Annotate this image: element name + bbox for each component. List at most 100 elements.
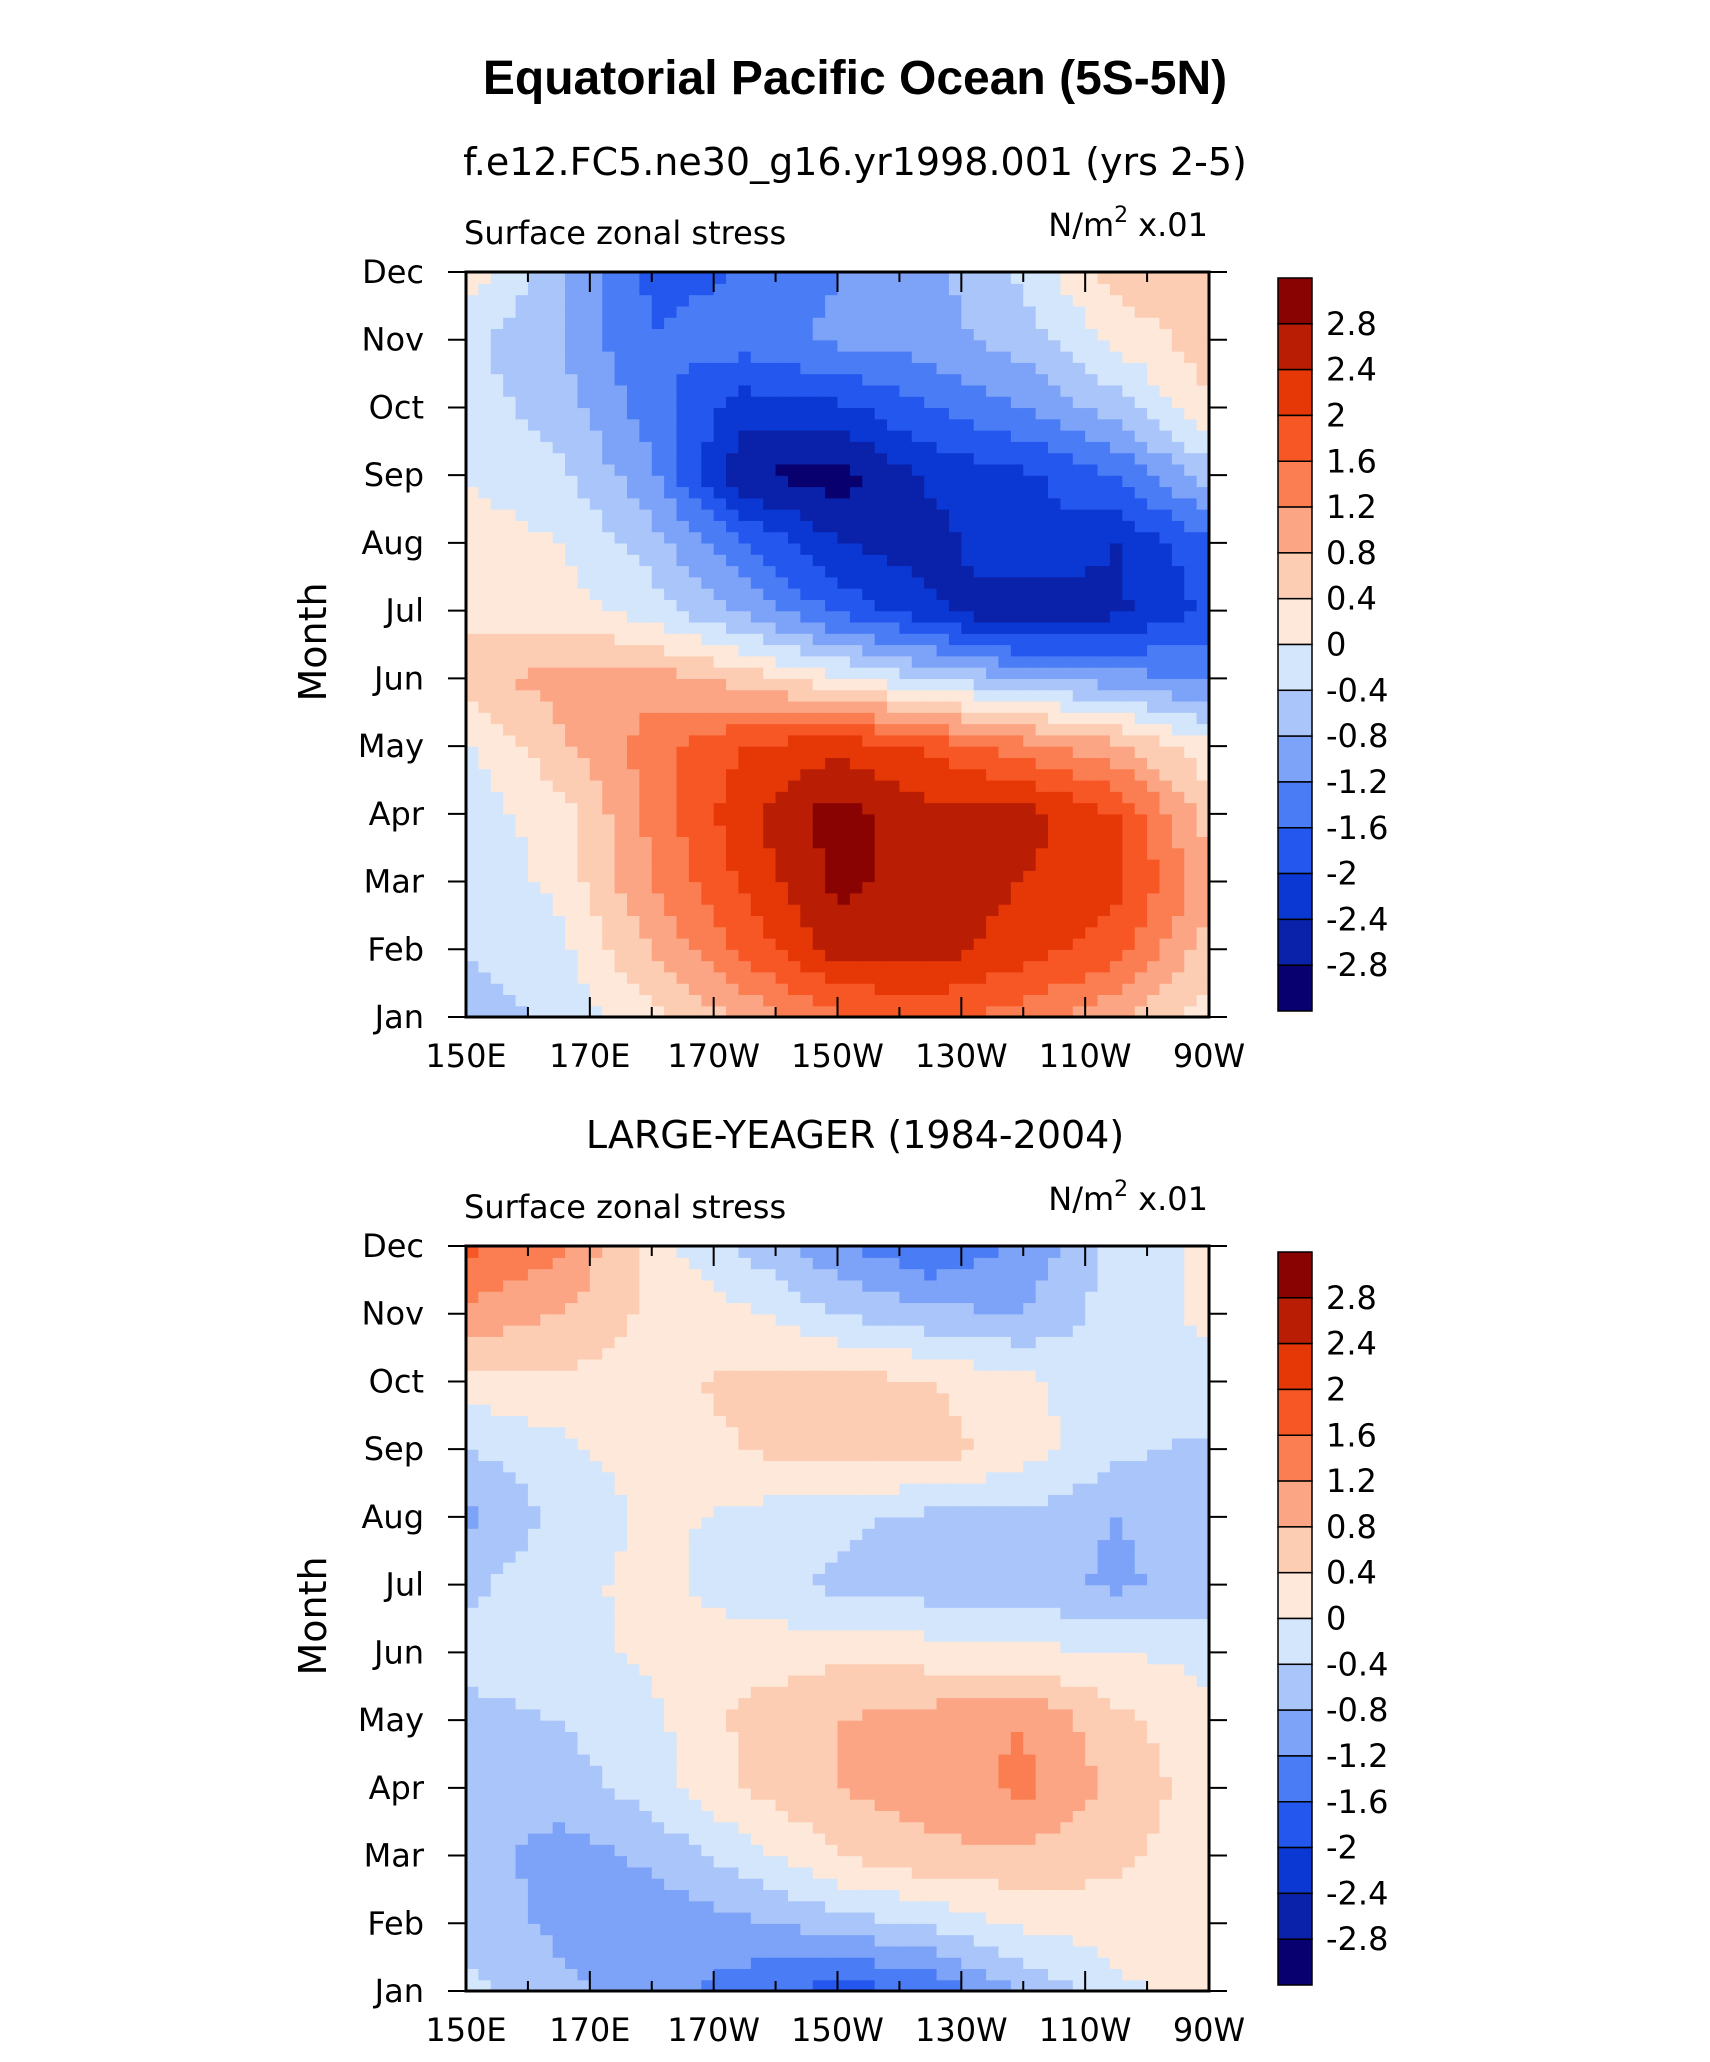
heatmap-cell (1184, 294, 1198, 307)
heatmap-cell (1097, 283, 1111, 296)
heatmap-cell (837, 1866, 851, 1879)
heatmap-cell (1048, 520, 1061, 533)
heatmap-cell (787, 971, 801, 984)
heatmap-cell (1184, 892, 1198, 905)
heatmap-cell (1159, 678, 1173, 691)
heatmap-cell (589, 1900, 603, 1913)
heatmap-cell (1134, 1005, 1148, 1018)
heatmap-cell (515, 1968, 529, 1981)
heatmap-cell (540, 836, 554, 849)
heatmap-cell (961, 1911, 975, 1924)
heatmap-cell (626, 554, 640, 567)
heatmap-cell (1134, 960, 1148, 973)
heatmap-cell (961, 497, 975, 510)
heatmap-cell (738, 621, 752, 634)
heatmap-cell (998, 384, 1012, 397)
heatmap-cell (862, 1844, 876, 1857)
heatmap-cell (676, 870, 690, 883)
heatmap-cell (837, 554, 851, 567)
heatmap-cell (490, 373, 504, 386)
heatmap-cell (701, 475, 715, 488)
heatmap-cell (639, 1968, 653, 1981)
heatmap-cell (664, 983, 678, 996)
heatmap-cell (973, 1900, 987, 1913)
heatmap-cell (986, 655, 1000, 668)
heatmap-cell (1035, 283, 1049, 296)
heatmap-cell (1196, 723, 1210, 736)
heatmap-cell (750, 1934, 764, 1947)
heatmap-cell (527, 463, 541, 476)
heatmap-cell (614, 667, 628, 679)
heatmap-cell (1097, 1979, 1111, 1992)
heatmap-cell (998, 1855, 1012, 1868)
heatmap-cell (565, 1005, 579, 1018)
heatmap-cell (676, 1945, 690, 1958)
heatmap-cell (1184, 734, 1198, 747)
heatmap-cell (503, 734, 517, 747)
heatmap-cell (849, 430, 863, 442)
heatmap-cell (1072, 396, 1086, 409)
heatmap-cell (948, 734, 962, 747)
heatmap-cell (639, 825, 653, 837)
heatmap-cell (948, 937, 962, 950)
heatmap-cell (1085, 1900, 1099, 1913)
heatmap-cell (1010, 441, 1024, 454)
heatmap-cell (787, 723, 801, 736)
heatmap-cell (1060, 825, 1074, 837)
heatmap-cell (490, 734, 504, 747)
heatmap-cell (800, 983, 814, 996)
heatmap-cell (466, 757, 479, 770)
units-scale: x.01 (1138, 206, 1208, 244)
heatmap-cell (787, 418, 801, 431)
heatmap-cell (1085, 520, 1099, 533)
heatmap-cell (676, 757, 690, 770)
heatmap-cell (763, 1832, 777, 1845)
heatmap-cell (1159, 1889, 1173, 1902)
heatmap-cell (651, 599, 665, 612)
heatmap-cell (998, 712, 1012, 725)
heatmap-cell (738, 847, 752, 860)
heatmap-cell (1023, 1911, 1037, 1924)
heatmap-cell (726, 757, 740, 770)
heatmap-cell (812, 791, 826, 804)
heatmap-cell (998, 565, 1012, 578)
heatmap-cell (515, 1923, 529, 1936)
heatmap-cell (899, 960, 913, 973)
heatmap-cell (577, 892, 591, 905)
heatmap-cell (639, 1878, 653, 1891)
heatmap-cell (775, 1821, 789, 1834)
heatmap-cell (1109, 305, 1123, 318)
heatmap-cell (825, 441, 839, 454)
heatmap-cell (664, 1945, 678, 1958)
heatmap-cell (924, 689, 938, 702)
heatmap-cell (924, 475, 938, 488)
heatmap-cell (986, 351, 1000, 363)
heatmap-cell (998, 441, 1012, 454)
heatmap-cell (887, 565, 901, 578)
heatmap-cell (540, 599, 554, 612)
heatmap-cell (1060, 892, 1074, 905)
heatmap-cell (1171, 655, 1185, 668)
heatmap-cell (614, 768, 628, 781)
heatmap-cell (589, 373, 603, 386)
heatmap-cell (713, 554, 727, 567)
heatmap-cell (849, 1821, 863, 1834)
heatmap-cell (688, 452, 702, 465)
heatmap-cell (1035, 926, 1049, 939)
heatmap-cell (515, 768, 529, 781)
heatmap-cell (775, 497, 789, 510)
heatmap-cell (614, 542, 628, 555)
heatmap-cell (701, 351, 715, 363)
heatmap-cell (1010, 272, 1024, 284)
heatmap-cell (812, 904, 826, 917)
heatmap-cell (787, 960, 801, 973)
heatmap-cell (1109, 497, 1123, 510)
heatmap-cell (490, 644, 504, 657)
heatmap-cell (1147, 283, 1161, 296)
heatmap-cell (1134, 576, 1148, 589)
heatmap-cell (490, 531, 504, 544)
heatmap-cell (1147, 497, 1161, 510)
heatmap-cell (874, 926, 888, 939)
heatmap-cell (1010, 847, 1024, 860)
heatmap-cell (1060, 531, 1074, 544)
